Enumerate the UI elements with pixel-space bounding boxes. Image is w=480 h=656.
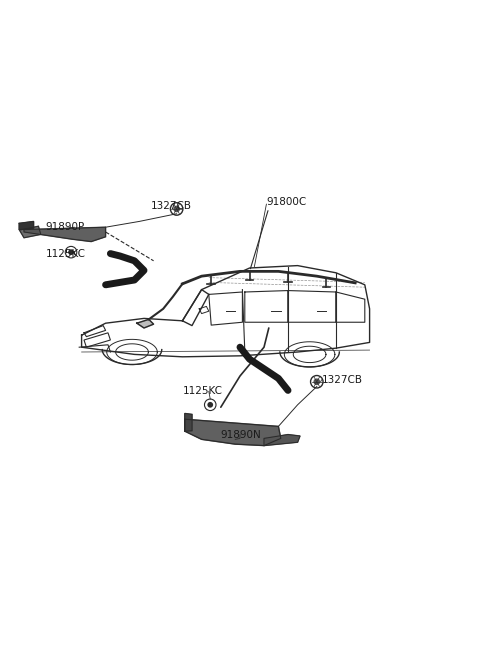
Polygon shape [24,227,106,241]
Polygon shape [264,434,300,445]
Text: 91890P: 91890P [46,222,85,232]
Polygon shape [19,226,41,237]
Text: 1327CB: 1327CB [151,201,192,211]
Text: 91800C: 91800C [266,197,307,207]
Polygon shape [185,419,281,445]
Polygon shape [185,413,192,431]
Circle shape [207,402,213,407]
Text: 91890N: 91890N [221,430,262,440]
Text: 1125KC: 1125KC [182,386,222,396]
Circle shape [313,379,320,385]
Text: 1125KC: 1125KC [46,249,85,258]
Text: 1327CB: 1327CB [322,375,362,385]
Circle shape [173,205,180,213]
Polygon shape [137,319,154,328]
Polygon shape [19,222,34,230]
Circle shape [68,249,74,255]
